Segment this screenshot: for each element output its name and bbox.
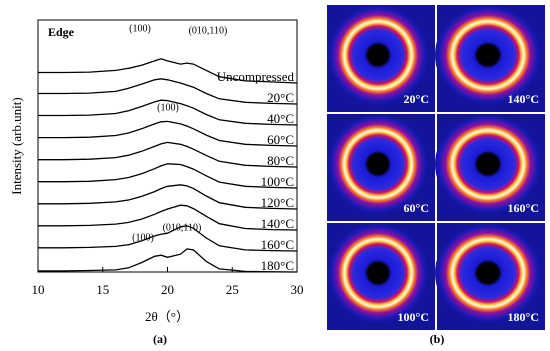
x-tick-label: 30 (291, 282, 304, 297)
curve (38, 141, 298, 168)
panel-label: (a) (153, 332, 167, 346)
series-label: 180°C (261, 258, 294, 273)
y-axis-label: Intensity (arb.unit) (9, 97, 24, 194)
pattern-label: 160°C (508, 201, 539, 215)
series-label: 80°C (267, 153, 294, 168)
chart-title: Edge (48, 25, 75, 39)
beam-stop (479, 264, 497, 282)
series-label: 20°C (267, 90, 294, 105)
pattern-label: 180°C (508, 310, 539, 324)
peak-label: (100) (157, 102, 179, 113)
curve (38, 58, 298, 84)
x-tick-label: 20 (161, 282, 174, 297)
series-label: 120°C (261, 195, 294, 210)
curve (38, 99, 298, 126)
curve (38, 184, 298, 210)
x-tick-label: 15 (96, 282, 109, 297)
pattern-label: 60°C (404, 201, 429, 215)
pattern-label: 100°C (398, 310, 429, 324)
beam-stop (369, 155, 387, 173)
beam-stop (479, 46, 497, 64)
curve (38, 120, 298, 147)
plot-frame (37, 19, 298, 273)
series-label: 140°C (261, 216, 294, 231)
pattern-label: 140°C (508, 92, 539, 106)
x-axis-label: 2θ（°） (145, 309, 189, 324)
pattern-label: 20°C (404, 92, 429, 106)
curve (38, 163, 298, 189)
x-tick-label: 25 (226, 282, 239, 297)
beam-stop (479, 155, 497, 173)
peak-label: (100) (129, 23, 151, 34)
series-label: 160°C (261, 237, 294, 252)
beam-stop (369, 46, 387, 64)
beam-stop (369, 264, 387, 282)
curve (38, 78, 298, 105)
peak-label: (100) (132, 232, 154, 243)
series-label: Uncompressed (217, 69, 295, 84)
panel-label: (b) (430, 332, 445, 346)
curve (38, 204, 298, 231)
curve (38, 225, 298, 252)
series-label: 100°C (261, 174, 294, 189)
peak-label: (010,110) (189, 25, 228, 36)
x-tick-label: 10 (32, 282, 45, 297)
peak-label: (010,110) (163, 222, 202, 233)
curve (38, 248, 298, 273)
series-label: 40°C (267, 111, 294, 126)
series-label: 60°C (267, 132, 294, 147)
